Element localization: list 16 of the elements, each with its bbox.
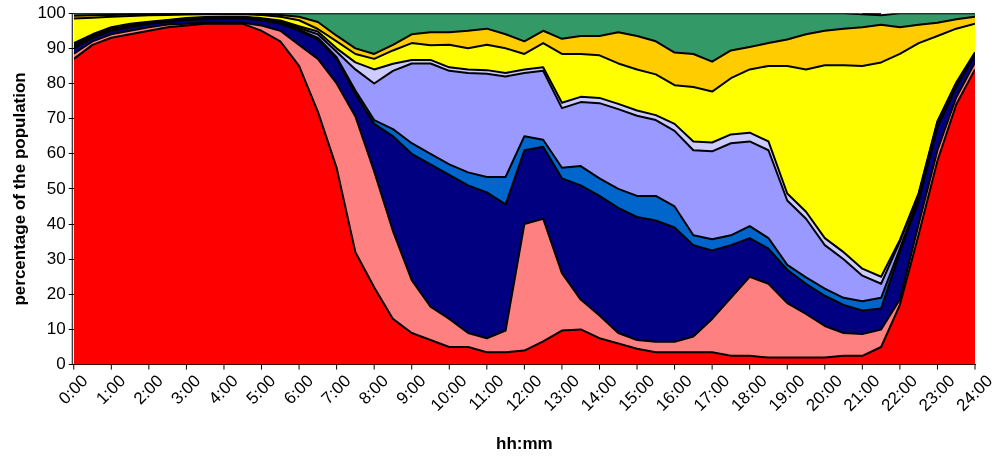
- y-tick-label: 40: [46, 213, 66, 233]
- x-tick-label: 7:00: [317, 371, 355, 409]
- y-tick-label: 10: [46, 319, 66, 339]
- x-tick-label: 4:00: [204, 371, 242, 409]
- y-tick-label: 50: [46, 178, 66, 198]
- y-tick-label: 100: [37, 2, 66, 22]
- y-tick-label: 70: [46, 108, 66, 128]
- y-axis-title: percentage of the population: [9, 72, 29, 306]
- y-tick-label: 30: [46, 248, 66, 268]
- x-axis-title: hh:mm: [496, 434, 553, 454]
- y-tick-label: 20: [46, 284, 66, 304]
- y-tick-label: 0: [56, 354, 66, 374]
- y-tick-label: 80: [46, 73, 66, 93]
- y-tick-label: 60: [46, 143, 66, 163]
- x-tick-label: 6:00: [280, 371, 317, 409]
- y-tick-label: 90: [46, 38, 66, 58]
